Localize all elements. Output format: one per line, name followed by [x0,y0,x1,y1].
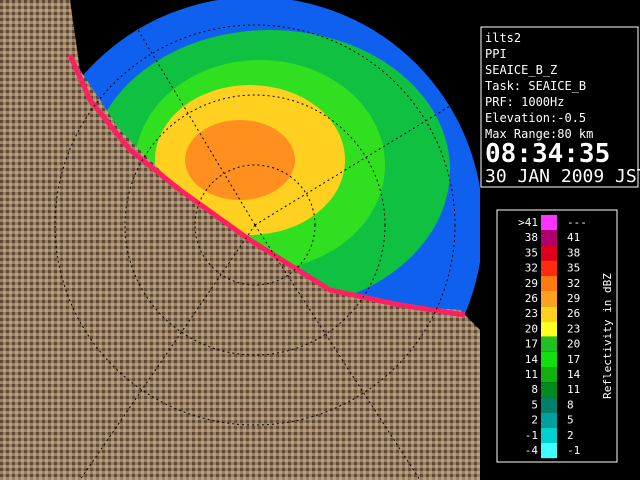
legend-low: 29 [525,277,538,290]
legend-low: 32 [525,262,538,275]
legend-swatch [541,321,557,337]
legend-swatch [541,306,557,322]
legend-low: -4 [525,444,539,457]
radar-image [0,0,480,480]
legend-low: 11 [525,368,538,381]
legend-swatch [541,260,557,276]
legend-title: Reflectivity in dBZ [601,273,614,399]
info-line: Task: SEAICE_B [485,79,586,93]
legend-swatch [541,397,557,413]
legend-high: --- [567,216,587,229]
legend-swatch [541,275,557,291]
legend-low: 2 [531,414,538,427]
legend-swatch [541,245,557,261]
legend-low: >41 [518,216,538,229]
legend-swatch [541,367,557,383]
legend-high: 32 [567,277,580,290]
legend-high: 26 [567,307,580,320]
legend-low: 17 [525,338,538,351]
legend-high: 41 [567,231,580,244]
legend-high: 29 [567,292,580,305]
info-line: ilts2 [485,31,521,45]
legend-low: 14 [525,353,539,366]
info-line: Elevation:-0.5 [485,111,586,125]
legend-swatch [541,291,557,307]
legend-swatch [541,351,557,367]
legend-high: 17 [567,353,580,366]
legend-high: -1 [567,444,580,457]
legend-swatch [541,443,557,459]
legend-low: 8 [531,383,538,396]
info-line: PRF: 1000Hz [485,95,564,109]
legend-high: 11 [567,383,580,396]
legend-high: 20 [567,338,580,351]
legend-swatch [541,427,557,443]
legend-low: 35 [525,246,538,259]
legend-swatch [541,215,557,231]
info-box [480,26,639,188]
legend-high: 38 [567,246,580,259]
info-line: Max Range:80 km [485,127,593,141]
legend-swatch [541,412,557,428]
legend-high: 5 [567,414,574,427]
legend-high: 8 [567,398,574,411]
info-line: PPI [485,47,507,61]
legend-high: 35 [567,262,580,275]
legend: >41 --- 38 41 35 38 32 35 29 32 26 29 23 26 20 23 17 20 14… [518,215,587,459]
legend-low: 26 [525,292,538,305]
legend-swatch [541,336,557,352]
legend-low: 5 [531,398,538,411]
info-line: SEAICE_B_Z [485,63,557,77]
legend-low: -1 [525,429,538,442]
time: 08:34:35 [485,139,610,169]
legend-low: 38 [525,231,538,244]
legend-high: 2 [567,429,574,442]
date: 30 JAN 2009 JST [485,166,640,187]
legend-swatch [541,382,557,398]
legend-high: 23 [567,322,580,335]
legend-high: 14 [567,368,581,381]
legend-low: 23 [525,307,538,320]
legend-swatch [541,230,557,246]
info-panel: ilts2 PPI SEAICE_B_Z Task: SEAICE_B PRF: 100… [485,31,593,141]
legend-low: 20 [525,322,538,335]
